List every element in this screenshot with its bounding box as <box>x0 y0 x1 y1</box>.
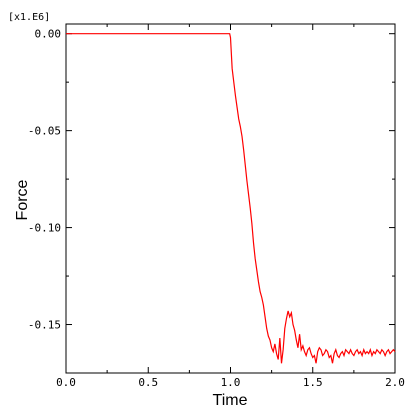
y-tick-label: -0.15 <box>28 319 61 332</box>
tick-marks <box>65 24 396 374</box>
plot-frame <box>65 23 396 374</box>
x-tick-label: 2.0 <box>385 376 405 389</box>
y-tick-label: -0.05 <box>28 125 61 138</box>
y-tick-label: 0.00 <box>35 28 62 41</box>
x-tick-label: 1.0 <box>221 376 241 389</box>
x-tick-label: 1.5 <box>303 376 323 389</box>
y-tick-label: -0.10 <box>28 222 61 235</box>
y-axis-title: Force <box>14 179 31 220</box>
x-axis-title: Time <box>213 392 248 409</box>
force-series-line <box>66 33 396 364</box>
x-tick-label: 0.5 <box>138 376 158 389</box>
tick-labels: 0.0 0.5 1.0 1.5 2.0 0.00 -0.05 -0.10 -0.15 <box>28 28 405 389</box>
y-multiplier-label: [x1.E6] <box>8 12 50 23</box>
x-tick-label: 0.0 <box>56 376 76 389</box>
